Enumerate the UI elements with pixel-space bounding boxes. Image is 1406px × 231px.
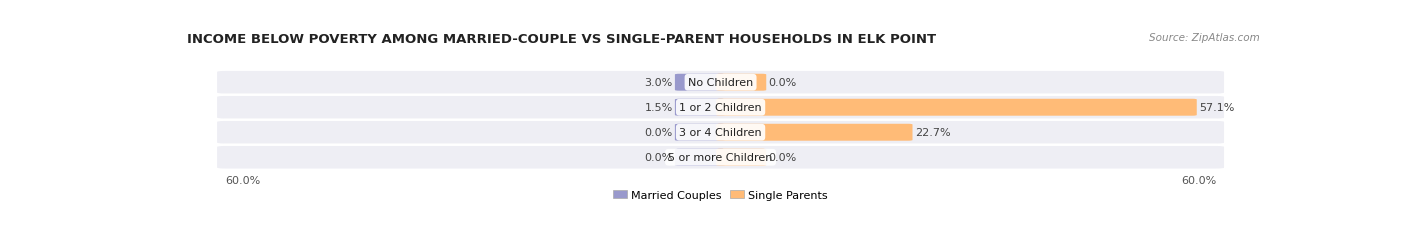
FancyBboxPatch shape <box>716 149 766 166</box>
Text: 3.0%: 3.0% <box>644 78 672 88</box>
FancyBboxPatch shape <box>217 145 1225 170</box>
Legend: Married Couples, Single Parents: Married Couples, Single Parents <box>613 190 828 200</box>
Text: 1 or 2 Children: 1 or 2 Children <box>679 103 762 113</box>
FancyBboxPatch shape <box>716 124 912 141</box>
Text: 0.0%: 0.0% <box>769 153 797 163</box>
Text: INCOME BELOW POVERTY AMONG MARRIED-COUPLE VS SINGLE-PARENT HOUSEHOLDS IN ELK POI: INCOME BELOW POVERTY AMONG MARRIED-COUPL… <box>187 33 936 46</box>
Text: 3 or 4 Children: 3 or 4 Children <box>679 128 762 138</box>
Text: 60.0%: 60.0% <box>225 175 260 185</box>
Text: 0.0%: 0.0% <box>644 153 672 163</box>
FancyBboxPatch shape <box>217 71 1225 95</box>
FancyBboxPatch shape <box>217 95 1225 120</box>
FancyBboxPatch shape <box>716 74 766 91</box>
Text: 0.0%: 0.0% <box>644 128 672 138</box>
FancyBboxPatch shape <box>675 74 725 91</box>
FancyBboxPatch shape <box>217 120 1225 145</box>
FancyBboxPatch shape <box>675 149 725 166</box>
FancyBboxPatch shape <box>675 99 725 116</box>
Text: 22.7%: 22.7% <box>915 128 950 138</box>
Text: 1.5%: 1.5% <box>644 103 672 113</box>
Text: Source: ZipAtlas.com: Source: ZipAtlas.com <box>1149 33 1260 43</box>
Text: 57.1%: 57.1% <box>1199 103 1234 113</box>
FancyBboxPatch shape <box>675 124 725 141</box>
Text: No Children: No Children <box>688 78 754 88</box>
Text: 60.0%: 60.0% <box>1181 175 1216 185</box>
Text: 5 or more Children: 5 or more Children <box>668 153 773 163</box>
FancyBboxPatch shape <box>716 99 1197 116</box>
Text: 0.0%: 0.0% <box>769 78 797 88</box>
